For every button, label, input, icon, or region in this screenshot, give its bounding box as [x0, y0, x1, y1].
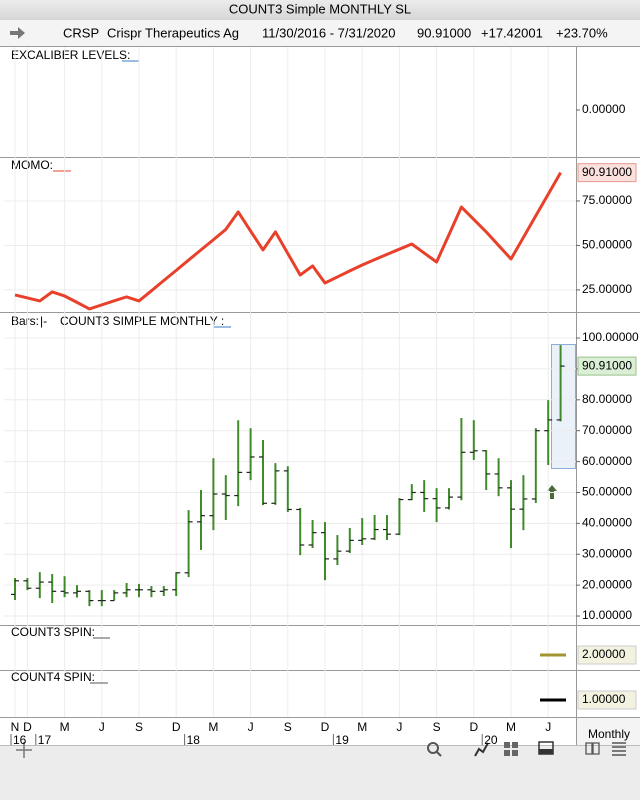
draw-button[interactable] — [474, 742, 489, 757]
symbol: CRSP — [63, 25, 99, 40]
panel-label: EXCALIBER LEVELS: — [11, 48, 130, 62]
y-tick-label: 25.00000 — [582, 282, 632, 296]
x-tick-label: D — [172, 720, 181, 734]
x-tick-label: M — [60, 720, 70, 734]
menu-button[interactable] — [612, 742, 626, 756]
y-tick-label: 50.00000 — [582, 238, 632, 252]
panel-label: Bars: — [11, 314, 39, 328]
y-tick-label: 70.00000 — [582, 423, 632, 437]
panel-label: MOMO: — [11, 158, 53, 172]
x-tick-label: J — [396, 720, 402, 734]
year-label: 18 — [187, 733, 201, 747]
y-tick-label: 10.00000 — [582, 608, 632, 622]
year-label: 20 — [484, 733, 498, 747]
x-tick-label: D — [321, 720, 330, 734]
y-tick-label: 100.00000 — [582, 330, 639, 344]
x-tick-label: J — [248, 720, 254, 734]
panel-button[interactable] — [539, 749, 553, 754]
x-tick-label: S — [135, 720, 143, 734]
y-tick-label: 80.00000 — [582, 392, 632, 406]
value-badge — [577, 690, 637, 710]
value-badge — [577, 163, 637, 183]
value-badge — [577, 356, 637, 376]
panel-label: COUNT3 SIMPLE MONTHLY : — [60, 314, 224, 328]
book-button[interactable] — [585, 742, 600, 755]
panel-label: COUNT4 SPIN: — [11, 670, 95, 684]
window-title: COUNT3 Simple MONTHLY SL — [229, 1, 411, 16]
panel-label: COUNT3 SPIN: — [11, 625, 95, 639]
y-tick-label: 40.00000 — [582, 516, 632, 530]
selection-box[interactable] — [551, 344, 576, 469]
x-tick-label: M — [357, 720, 367, 734]
year-label: 16 — [13, 733, 27, 747]
period-box[interactable] — [577, 718, 640, 745]
value-badge-label: 1.00000 — [582, 692, 626, 706]
value-badge-label: 90.91000 — [582, 165, 632, 179]
x-tick-label: D — [23, 720, 32, 734]
x-tick-label: J — [99, 720, 105, 734]
y-tick-label: 0.00000 — [582, 102, 626, 116]
x-tick-label: J — [545, 720, 551, 734]
period-label[interactable]: Monthly — [588, 727, 630, 741]
y-tick-label: 50.00000 — [582, 485, 632, 499]
year-label: 17 — [38, 733, 52, 747]
title-bar — [0, 0, 640, 20]
y-tick-label: 60.00000 — [582, 454, 632, 468]
link-icon[interactable] — [10, 27, 25, 39]
year-label: 19 — [335, 733, 349, 747]
momo-line — [14, 171, 562, 311]
change-pct: +23.70% — [556, 25, 608, 40]
toolbar — [0, 746, 640, 800]
x-tick-label: N — [11, 720, 20, 734]
layout-button[interactable] — [504, 742, 518, 756]
value-badge-label: 90.91000 — [582, 358, 632, 372]
y-tick-label: 30.00000 — [582, 546, 632, 560]
x-axis — [0, 718, 576, 745]
last-price: 90.91000 — [417, 25, 471, 40]
change: +17.42001 — [481, 25, 543, 40]
y-tick-label: 20.00000 — [582, 577, 632, 591]
value-badge-label: 2.00000 — [582, 647, 626, 661]
value-badge — [577, 645, 637, 665]
search-button[interactable] — [427, 742, 439, 754]
x-tick-label: S — [433, 720, 441, 734]
x-tick-label: S — [284, 720, 292, 734]
search-button[interactable] — [436, 751, 442, 757]
x-tick-label: M — [506, 720, 516, 734]
x-tick-label: M — [208, 720, 218, 734]
date-range: 11/30/2016 - 7/31/2020 — [262, 25, 396, 40]
header-bar — [0, 20, 640, 46]
company: Crispr Therapeutics Ag — [107, 25, 239, 40]
x-tick-label: D — [469, 720, 478, 734]
y-tick-label: 75.00000 — [582, 193, 632, 207]
bar-style: |- — [40, 314, 47, 328]
add-button[interactable] — [16, 742, 32, 758]
